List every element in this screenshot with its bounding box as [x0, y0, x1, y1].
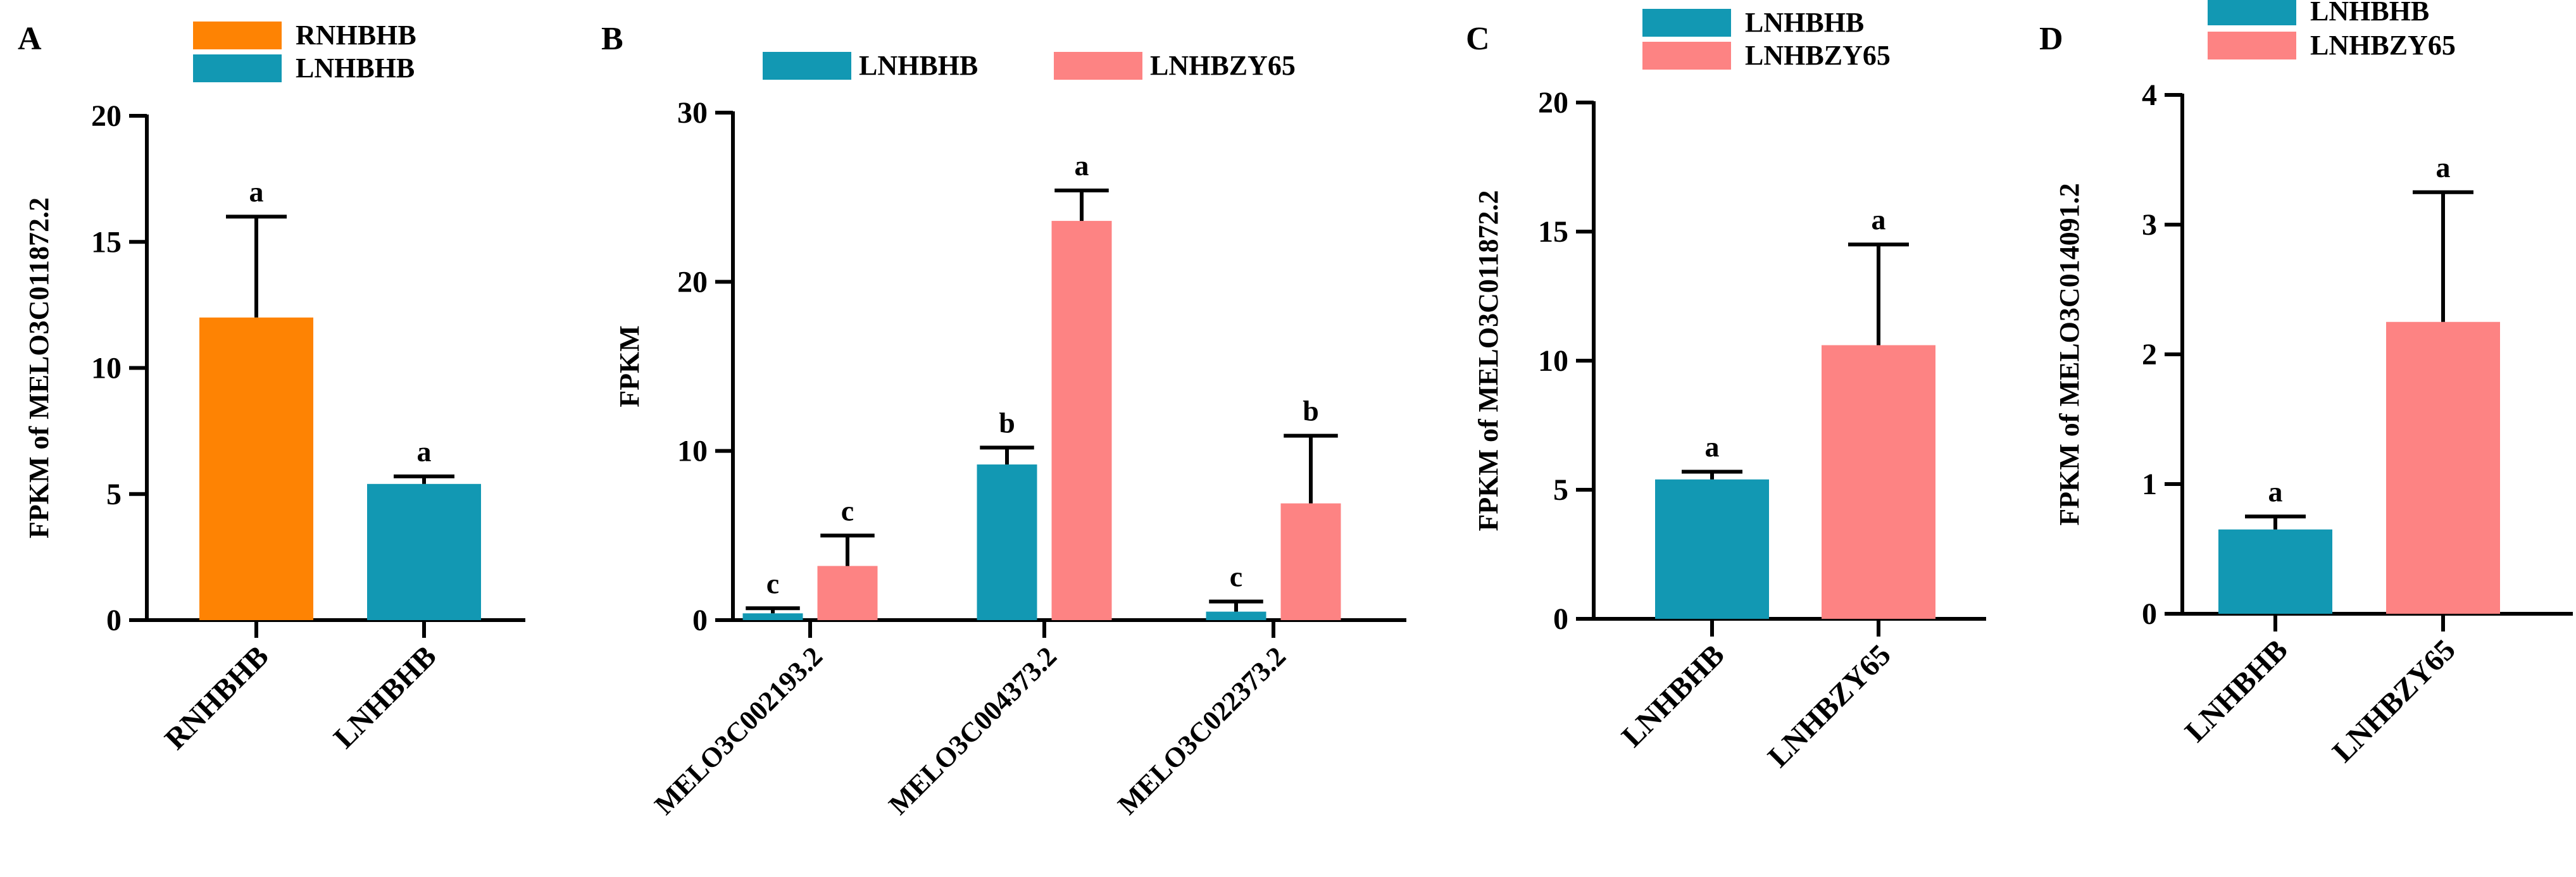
- bar: [977, 464, 1037, 620]
- bar: [2218, 529, 2332, 614]
- y-axis-title: FPKM of MELO3C011872.2: [1473, 190, 1504, 532]
- bar: [817, 566, 878, 620]
- significance-letter: a: [1872, 203, 1886, 235]
- bar: [1206, 611, 1266, 620]
- legend-swatch: [1642, 42, 1731, 70]
- legend-label: LNHBHB: [1745, 7, 1864, 38]
- panel-b: B 0 10 20 30 FPKM MELO3C002193.2 MELO3C004373.2…: [601, 21, 1406, 821]
- x-tick-label: LNHBHB: [327, 639, 443, 755]
- bar: [1051, 221, 1112, 620]
- legend-swatch: [193, 22, 282, 49]
- significance-letter: a: [417, 435, 432, 468]
- legend-swatch: [1054, 52, 1142, 80]
- legend-swatch: [763, 52, 851, 80]
- x-tick-label: MELO3C022373.2: [1112, 640, 1292, 820]
- significance-letter: c: [841, 494, 854, 526]
- legend-label: RNHBHB: [296, 20, 416, 51]
- y-axis-title: FPKM: [614, 325, 645, 407]
- significance-letter: a: [1705, 430, 1720, 463]
- y-axis-title: FPKM of MELO3C011872.2: [23, 197, 54, 538]
- panel-letter: C: [1466, 21, 1490, 57]
- significance-letter: a: [1075, 149, 1089, 182]
- significance-letter: a: [2268, 475, 2283, 507]
- legend-label: LNHBHB: [859, 50, 978, 81]
- significance-letter: c: [1230, 561, 1242, 593]
- x-tick-label: LNHBZY65: [1761, 638, 1898, 774]
- y-tick-label: 4: [2142, 78, 2157, 112]
- panel-letter: D: [2039, 21, 2063, 57]
- panel-letter: A: [18, 21, 42, 57]
- y-tick-label: 2: [2142, 338, 2157, 371]
- significance-letter: a: [249, 175, 264, 208]
- y-tick-label: 20: [1538, 86, 1568, 120]
- legend-swatch: [2208, 32, 2296, 59]
- significance-letter: b: [999, 406, 1015, 438]
- significance-letter: c: [766, 567, 779, 599]
- bar: [2386, 321, 2500, 614]
- x-tick-label: LNHBHB: [1615, 638, 1731, 754]
- y-tick-label: 1: [2142, 468, 2157, 501]
- y-tick-label: 5: [106, 478, 122, 511]
- legend-label: LNHBHB: [2310, 0, 2429, 27]
- panel-d: D 0 1 2 3 4 FPKM of MELO3C014091.2 LNHBHB LNHBZY…: [2039, 0, 2573, 769]
- x-tick-label: MELO3C002193.2: [649, 640, 828, 820]
- legend-label: LNHBZY65: [2310, 30, 2456, 61]
- x-tick-label: LNHBHB: [2179, 633, 2294, 749]
- y-tick-label: 3: [2142, 208, 2157, 242]
- y-tick-label: 20: [91, 99, 122, 133]
- y-axis-title: FPKM of MELO3C014091.2: [2054, 183, 2085, 525]
- x-tick-label: MELO3C004373.2: [883, 640, 1063, 820]
- legend-label: LNHBHB: [296, 53, 415, 84]
- y-tick-label: 10: [91, 352, 122, 385]
- y-tick-label: 5: [1553, 473, 1568, 507]
- y-tick-label: 20: [677, 265, 708, 299]
- legend-label: LNHBZY65: [1150, 50, 1296, 81]
- bar: [367, 483, 481, 620]
- x-tick-label: RNHBHB: [158, 639, 275, 756]
- legend-swatch: [193, 54, 282, 82]
- x-tick-label: LNHBZY65: [2326, 633, 2462, 769]
- y-tick-label: 10: [1538, 344, 1568, 378]
- legend-swatch: [1642, 9, 1731, 37]
- bar: [742, 613, 803, 620]
- y-tick-label: 15: [91, 225, 122, 259]
- y-tick-label: 0: [106, 604, 122, 637]
- y-tick-label: 0: [692, 604, 708, 637]
- y-tick-label: 30: [677, 96, 708, 130]
- y-tick-label: 0: [1553, 602, 1568, 636]
- panel-letter: B: [601, 21, 623, 57]
- significance-letter: a: [2436, 151, 2451, 183]
- y-tick-label: 10: [677, 435, 708, 468]
- bar: [199, 317, 313, 620]
- bar: [1280, 503, 1341, 620]
- bar: [1822, 345, 1935, 619]
- y-tick-label: 0: [2142, 597, 2157, 631]
- significance-letter: b: [1303, 395, 1319, 427]
- legend-swatch: [2208, 0, 2296, 25]
- y-tick-label: 15: [1538, 215, 1568, 249]
- legend-label: LNHBZY65: [1745, 40, 1891, 71]
- bar: [1655, 479, 1769, 619]
